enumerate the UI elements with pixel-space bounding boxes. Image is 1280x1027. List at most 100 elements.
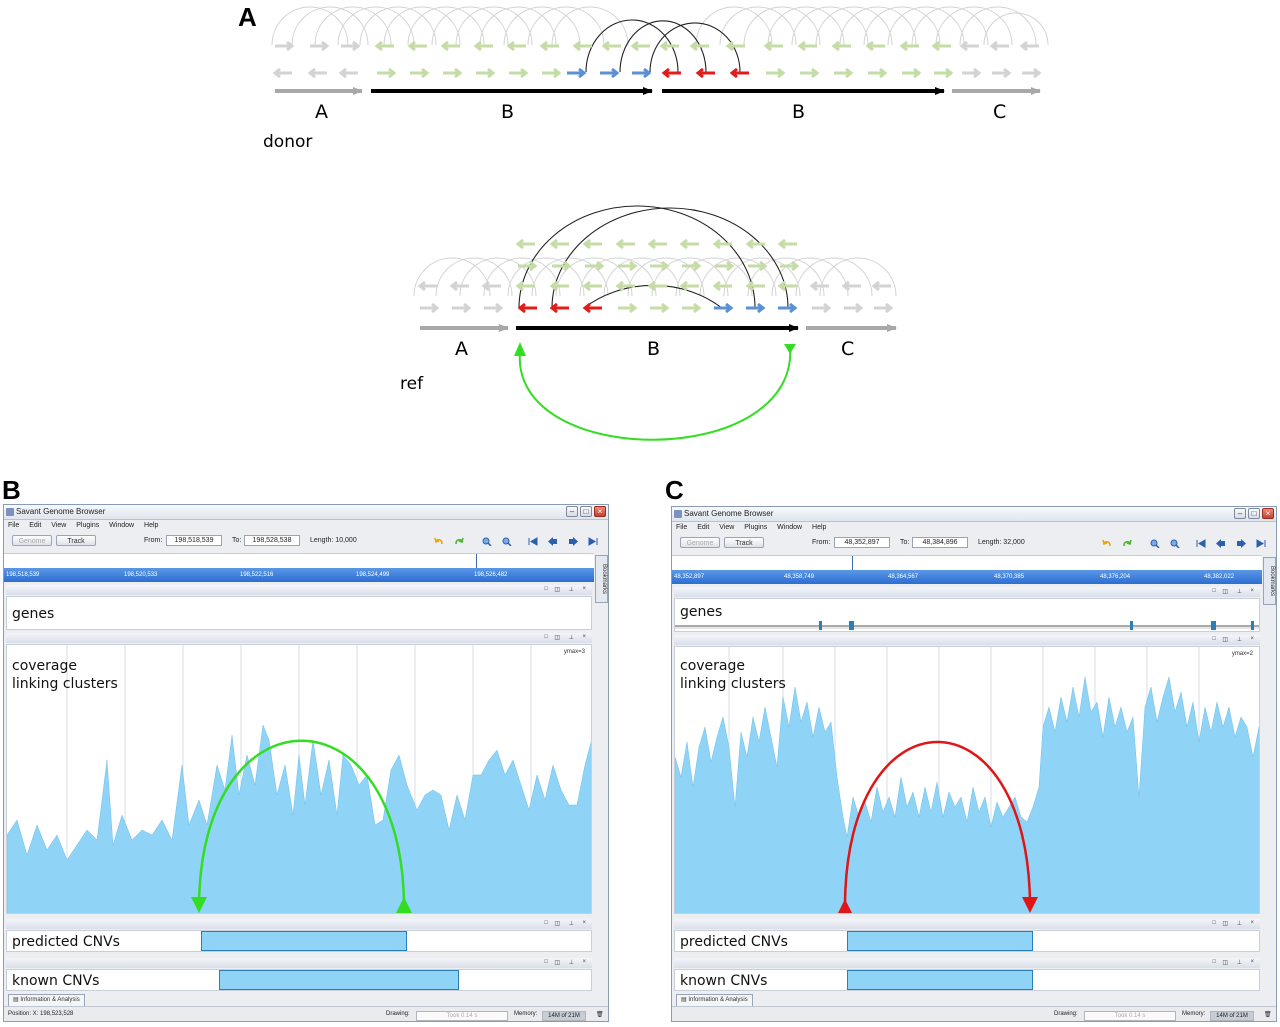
menu-help[interactable]: Help: [812, 524, 827, 531]
predicted-cnvs-track[interactable]: predicted CNVs: [6, 930, 592, 952]
track-float-icon[interactable]: ◫: [554, 921, 560, 927]
from-input[interactable]: 48,352,897: [834, 537, 890, 548]
track-float-icon[interactable]: ◫: [1222, 921, 1228, 927]
trash-icon[interactable]: 🗑: [596, 1012, 604, 1018]
genes-track[interactable]: genes: [6, 596, 592, 630]
known-cnv-band[interactable]: [219, 970, 459, 990]
pan-right-icon[interactable]: [568, 537, 578, 546]
coverage-track[interactable]: coverage linking clusters ymax=2: [674, 646, 1260, 914]
pan-right-icon[interactable]: [1236, 539, 1246, 548]
track-square-icon[interactable]: □: [544, 586, 548, 592]
known-cnvs-track[interactable]: known CNVs: [674, 969, 1260, 991]
bookmarks-tab[interactable]: Bookmarks: [1263, 557, 1276, 605]
zoom-out-icon[interactable]: [1170, 539, 1180, 548]
jump-start-icon[interactable]: [1196, 539, 1206, 548]
overview-strip[interactable]: [4, 553, 594, 569]
zoom-in-icon[interactable]: [482, 537, 492, 546]
track-pin-icon[interactable]: ⊥: [1236, 589, 1242, 595]
track-square-icon[interactable]: □: [1212, 959, 1216, 965]
redo-icon[interactable]: [1122, 539, 1132, 548]
menu-edit[interactable]: Edit: [697, 524, 710, 531]
menu-file[interactable]: File: [8, 522, 20, 529]
zoom-in-icon[interactable]: [1150, 539, 1160, 548]
menu-window[interactable]: Window: [777, 524, 803, 531]
track-square-icon[interactable]: □: [544, 959, 548, 965]
bookmarks-tab[interactable]: Bookmarks: [595, 555, 608, 603]
jump-end-icon[interactable]: [1256, 539, 1266, 548]
track-pin-icon[interactable]: ⊥: [1236, 637, 1242, 643]
track-square-icon[interactable]: □: [1212, 920, 1216, 926]
track-float-icon[interactable]: ◫: [554, 587, 560, 593]
track-square-icon[interactable]: □: [544, 920, 548, 926]
genes-track[interactable]: genes: [674, 598, 1260, 632]
track-close-icon[interactable]: ×: [1250, 588, 1254, 594]
track-close-icon[interactable]: ×: [1250, 636, 1254, 642]
undo-icon[interactable]: [1102, 539, 1112, 548]
track-float-icon[interactable]: ◫: [1222, 960, 1228, 966]
track-pin-icon[interactable]: ⊥: [568, 921, 574, 927]
menu-edit[interactable]: Edit: [29, 522, 42, 529]
known-cnvs-track[interactable]: known CNVs: [6, 969, 592, 991]
known-cnv-band[interactable]: [847, 970, 1033, 990]
overview-strip[interactable]: [672, 555, 1262, 571]
track-close-icon[interactable]: ×: [582, 959, 586, 965]
track-close-icon[interactable]: ×: [582, 586, 586, 592]
info-analysis-tab[interactable]: ▤ Information & Analysis: [676, 994, 753, 1006]
ruler[interactable]: 198,518,539 198,520,533 198,522,516 198,…: [4, 568, 594, 582]
menu-view[interactable]: View: [51, 522, 67, 529]
track-float-icon[interactable]: ◫: [554, 960, 560, 966]
track-pin-icon[interactable]: ⊥: [568, 635, 574, 641]
menu-help[interactable]: Help: [144, 522, 159, 529]
menu-plugins[interactable]: Plugins: [76, 522, 100, 529]
to-input[interactable]: 198,528,538: [244, 535, 300, 546]
memory-meter[interactable]: 14M of 21M: [1210, 1011, 1254, 1021]
memory-meter[interactable]: 14M of 21M: [542, 1011, 586, 1021]
to-input[interactable]: 48,384,896: [912, 537, 968, 548]
maximize-button[interactable]: □: [580, 506, 592, 517]
jump-start-icon[interactable]: [528, 537, 538, 546]
menu-view[interactable]: View: [719, 524, 735, 531]
from-input[interactable]: 198,518,539: [166, 535, 222, 546]
info-analysis-tab[interactable]: ▤ Information & Analysis: [8, 994, 85, 1006]
track-square-icon[interactable]: □: [1212, 636, 1216, 642]
menu-file[interactable]: File: [676, 524, 688, 531]
minimize-button[interactable]: –: [1234, 508, 1246, 519]
track-float-icon[interactable]: ◫: [554, 635, 560, 641]
trash-icon[interactable]: 🗑: [1264, 1012, 1272, 1018]
track-square-icon[interactable]: □: [544, 634, 548, 640]
predicted-cnv-band[interactable]: [847, 931, 1033, 951]
track-close-icon[interactable]: ×: [582, 920, 586, 926]
track-float-icon[interactable]: ◫: [1222, 637, 1228, 643]
track-close-icon[interactable]: ×: [582, 634, 586, 640]
panel-label-a: A: [238, 2, 257, 32]
genome-button[interactable]: Genome: [12, 535, 52, 546]
track-close-icon[interactable]: ×: [1250, 920, 1254, 926]
redo-icon[interactable]: [454, 537, 464, 546]
genome-button[interactable]: Genome: [680, 537, 720, 548]
coverage-track[interactable]: coverage linking clusters ymax=3: [6, 644, 592, 914]
menu-plugins[interactable]: Plugins: [744, 524, 768, 531]
track-close-icon[interactable]: ×: [1250, 959, 1254, 965]
ruler-tick: 198,520,533: [124, 572, 158, 578]
pan-left-icon[interactable]: [1216, 539, 1226, 548]
zoom-out-icon[interactable]: [502, 537, 512, 546]
ruler[interactable]: 48,352,897 48,358,749 48,364,567 48,370,…: [672, 570, 1262, 584]
menu-window[interactable]: Window: [109, 522, 135, 529]
minimize-button[interactable]: –: [566, 506, 578, 517]
undo-icon[interactable]: [434, 537, 444, 546]
track-pin-icon[interactable]: ⊥: [568, 960, 574, 966]
track-pin-icon[interactable]: ⊥: [568, 587, 574, 593]
close-button[interactable]: ×: [594, 506, 606, 517]
track-pin-icon[interactable]: ⊥: [1236, 960, 1242, 966]
track-button[interactable]: Track: [56, 535, 96, 546]
pan-left-icon[interactable]: [548, 537, 558, 546]
close-button[interactable]: ×: [1262, 508, 1274, 519]
predicted-cnvs-track[interactable]: predicted CNVs: [674, 930, 1260, 952]
jump-end-icon[interactable]: [588, 537, 598, 546]
track-float-icon[interactable]: ◫: [1222, 589, 1228, 595]
track-pin-icon[interactable]: ⊥: [1236, 921, 1242, 927]
maximize-button[interactable]: □: [1248, 508, 1260, 519]
track-button[interactable]: Track: [724, 537, 764, 548]
track-square-icon[interactable]: □: [1212, 588, 1216, 594]
predicted-cnv-band[interactable]: [201, 931, 407, 951]
